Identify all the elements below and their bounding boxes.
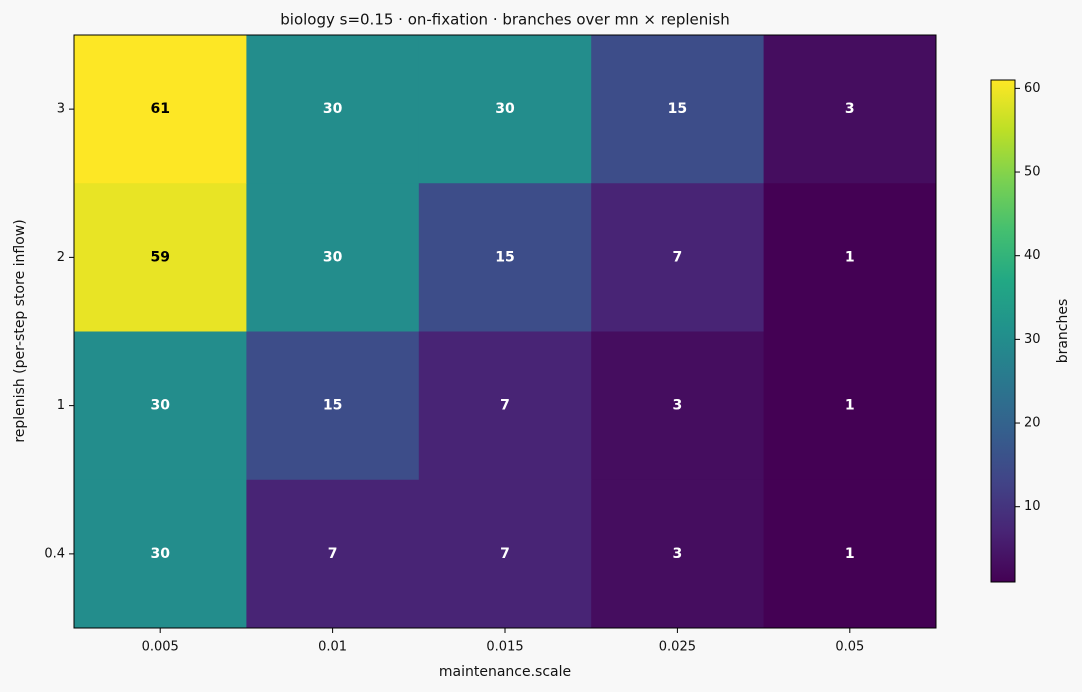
cell-label: 30 (150, 546, 170, 562)
heatmap-cell (418, 479, 592, 629)
heatmap-cell (74, 35, 247, 184)
heatmap-cell (418, 331, 592, 481)
heatmap-cell (763, 479, 937, 629)
cell-label: 15 (323, 398, 342, 414)
colorbar-tick-label: 60 (1024, 81, 1041, 96)
y-tick-label: 1 (57, 398, 65, 413)
cell-label: 3 (673, 398, 683, 414)
cell-label: 30 (150, 398, 170, 414)
heatmap-cell (591, 331, 765, 481)
x-tick-label: 0.005 (142, 640, 179, 655)
heatmap-cell (418, 183, 592, 332)
cell-label: 1 (845, 546, 855, 562)
heatmap-cell (74, 183, 247, 332)
cell-label: 30 (495, 101, 515, 117)
heatmap-cell (763, 35, 937, 184)
heatmap-cell (418, 35, 592, 184)
colorbar-tick-label: 40 (1024, 248, 1041, 263)
colorbar-tick-label: 50 (1024, 165, 1041, 180)
heatmap-cell (74, 479, 247, 629)
x-tick-label: 0.05 (835, 640, 864, 655)
cell-label: 7 (673, 249, 683, 265)
y-tick-label: 2 (57, 250, 65, 265)
cell-label: 30 (323, 101, 343, 117)
heatmap-cell (246, 35, 420, 184)
cell-label: 1 (845, 249, 855, 265)
cell-label: 30 (323, 249, 343, 265)
heatmap-cell (74, 331, 247, 481)
cell-label: 7 (328, 546, 338, 562)
colorbar-tick-label: 10 (1024, 499, 1041, 514)
cell-label: 3 (845, 101, 855, 117)
y-tick-label: 3 (57, 102, 65, 117)
heatmap-cell (246, 331, 420, 481)
cell-label: 15 (495, 249, 514, 265)
cell-label: 3 (673, 546, 683, 562)
x-tick-label: 0.015 (486, 640, 523, 655)
heatmap-cell (246, 479, 420, 629)
heatmap-cell (591, 183, 765, 332)
heatmap-cell (591, 479, 765, 629)
cell-label: 7 (500, 398, 510, 414)
heatmap-cell (591, 35, 765, 184)
y-tick-label: 0.4 (44, 546, 65, 561)
colorbar (990, 79, 1016, 583)
colorbar-tick-label: 20 (1024, 416, 1041, 431)
x-axis-label: maintenance.scale (439, 664, 571, 680)
cell-label: 59 (150, 249, 169, 265)
heatmap-cell (763, 183, 937, 332)
x-tick-label: 0.025 (659, 640, 696, 655)
colorbar-tick-label: 30 (1024, 332, 1041, 347)
heatmap-cell (763, 331, 937, 481)
cell-label: 1 (845, 398, 855, 414)
colorbar-label: branches (1055, 299, 1071, 364)
y-axis-label: replenish (per-step store inflow) (12, 219, 28, 442)
chart-title: biology s=0.15 · on-fixation · branches … (280, 11, 730, 29)
x-tick-label: 0.01 (318, 640, 347, 655)
cell-label: 15 (668, 101, 687, 117)
cell-label: 61 (150, 101, 169, 117)
cell-label: 7 (500, 546, 510, 562)
heatmap-cell (246, 183, 420, 332)
